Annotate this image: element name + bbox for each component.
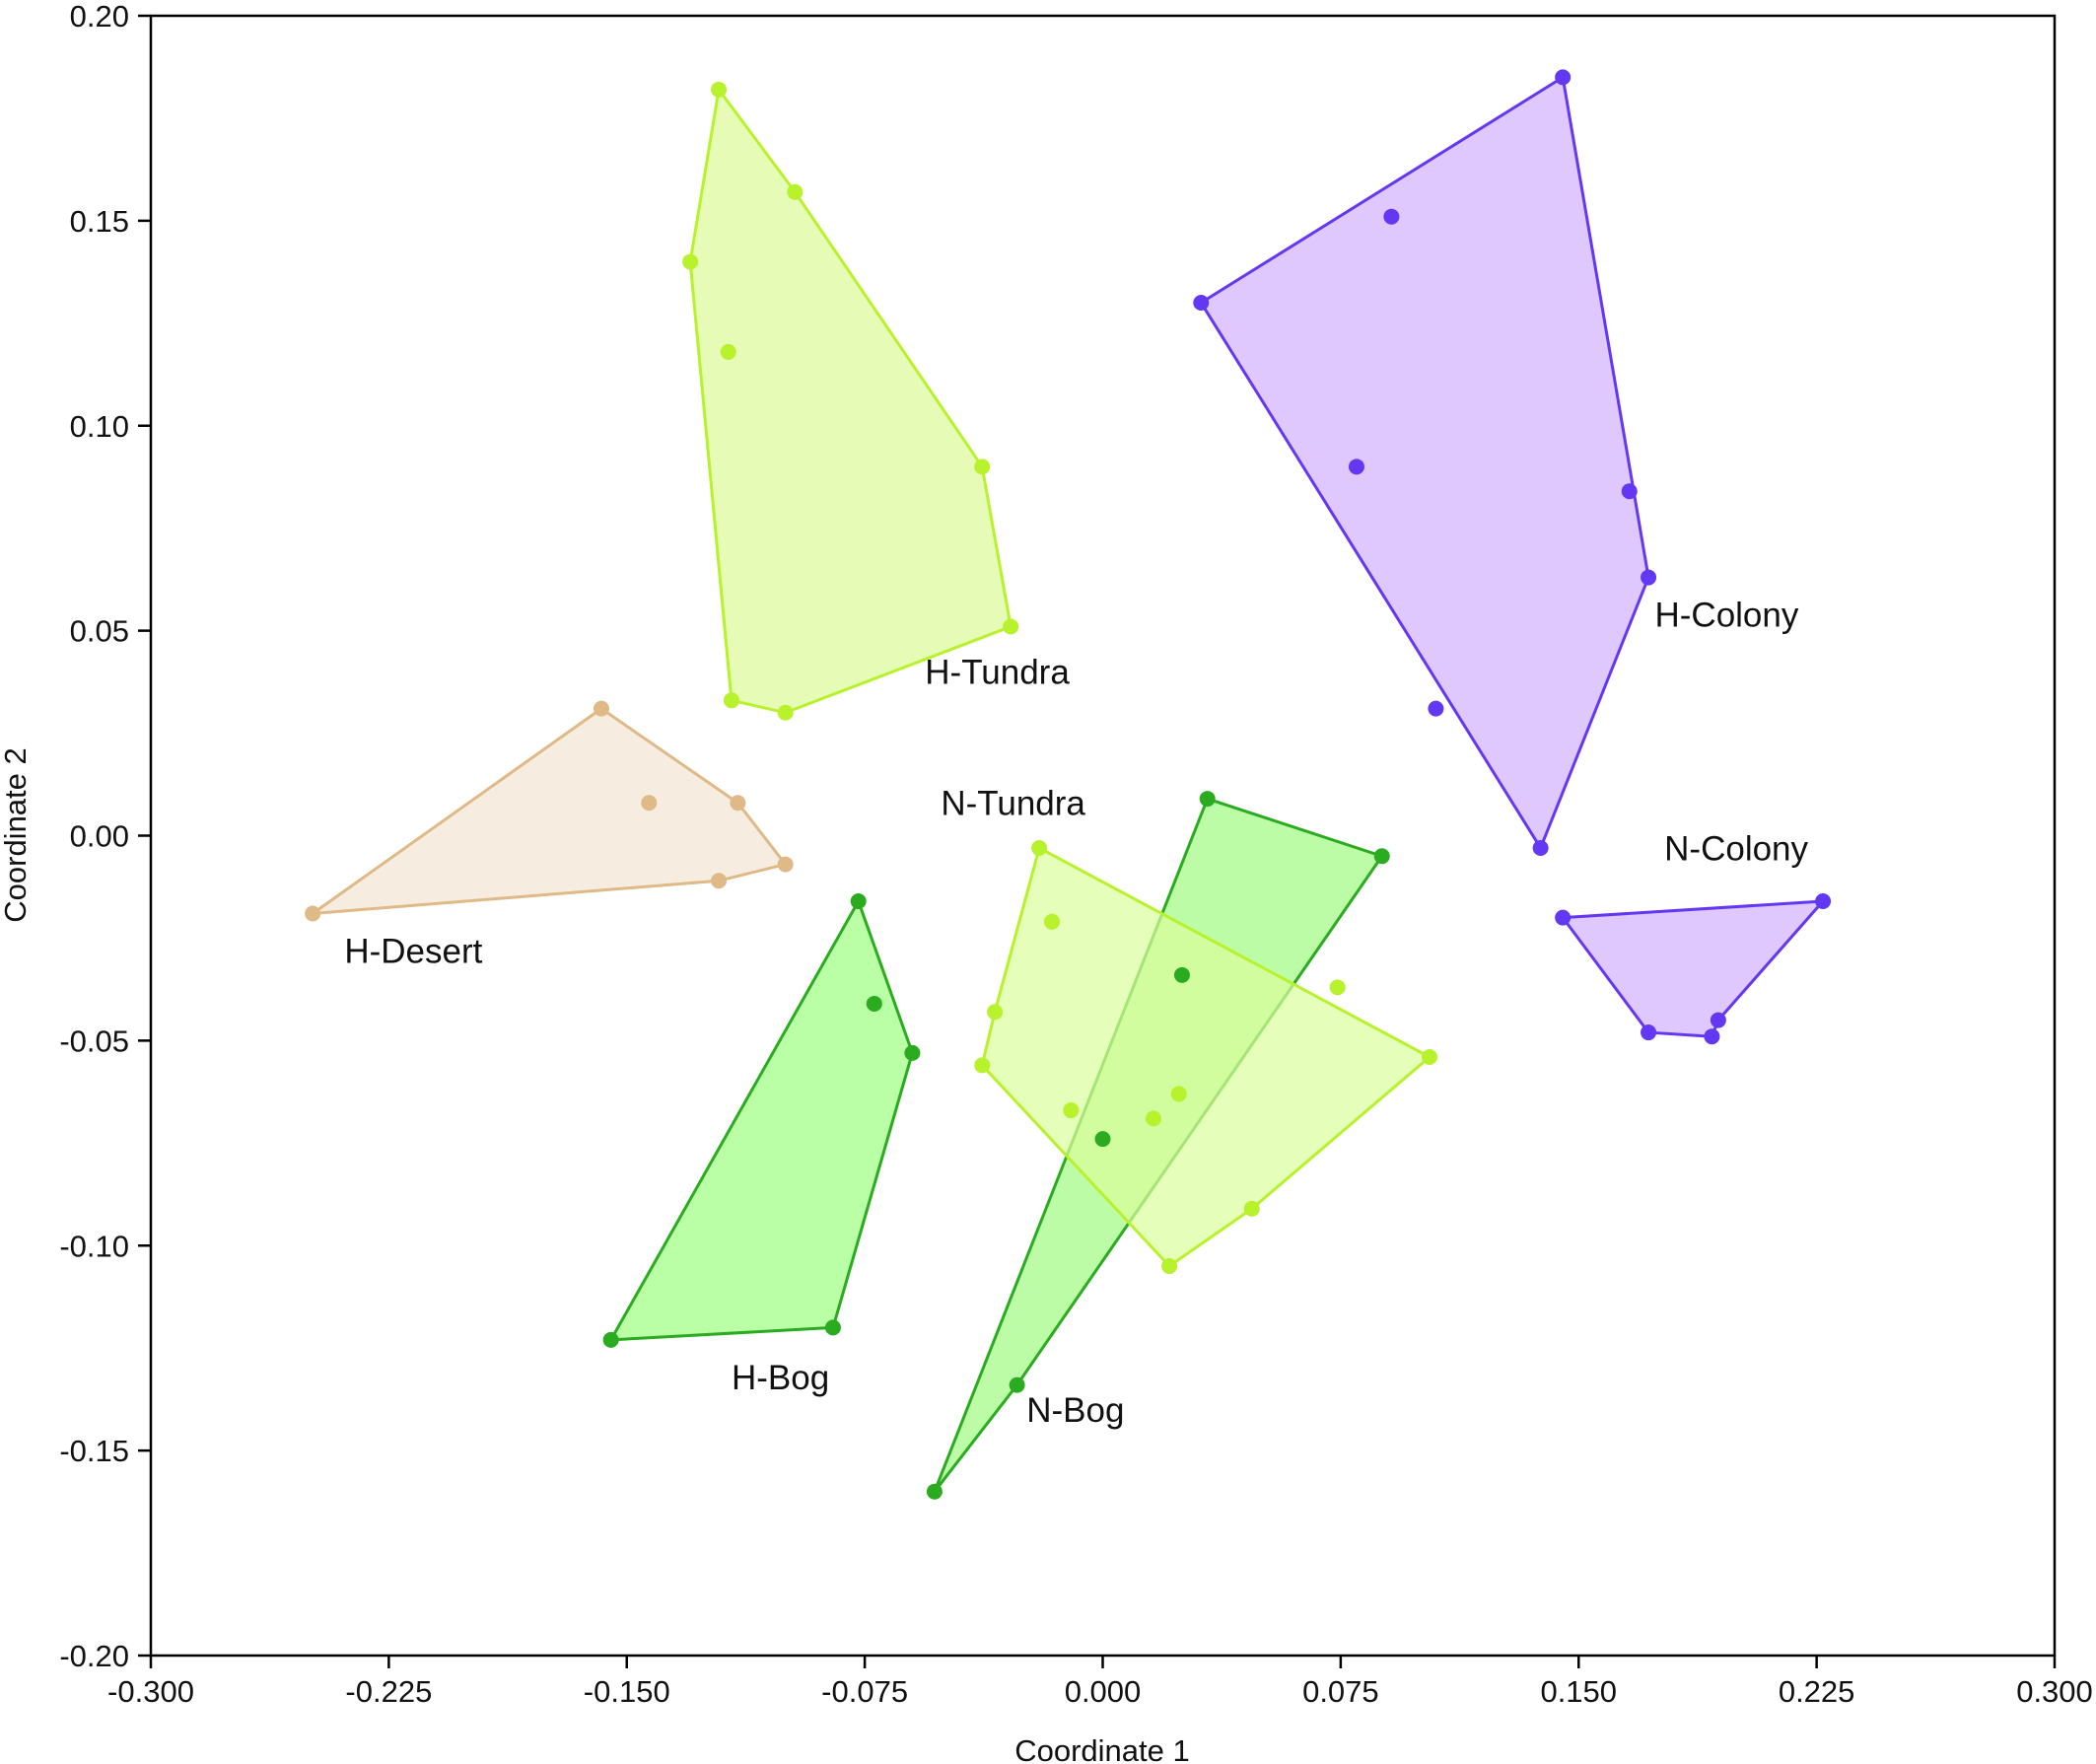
label-n-bog: N-Bog bbox=[1026, 1391, 1124, 1430]
label-n-tundra: N-Tundra bbox=[941, 785, 1085, 823]
point-n-tundra bbox=[1063, 1102, 1080, 1119]
point-h-colony bbox=[1532, 839, 1549, 856]
x-tick-label: 0.000 bbox=[1065, 1674, 1142, 1709]
points-layer bbox=[305, 69, 1832, 1500]
point-h-bog bbox=[602, 1331, 619, 1348]
point-n-tundra bbox=[1243, 1200, 1260, 1217]
y-tick-label: 0.20 bbox=[70, 0, 129, 34]
label-h-desert: H-Desert bbox=[344, 932, 482, 970]
point-h-tundra bbox=[1003, 618, 1019, 635]
x-tick-label: 0.225 bbox=[1779, 1674, 1855, 1709]
point-n-tundra bbox=[987, 1004, 1004, 1021]
point-h-tundra bbox=[682, 253, 699, 270]
point-n-tundra bbox=[1031, 839, 1048, 856]
x-tick-label: 0.075 bbox=[1302, 1674, 1379, 1709]
point-n-colony bbox=[1815, 893, 1832, 910]
x-tick-label: -0.225 bbox=[345, 1674, 432, 1709]
point-h-bog bbox=[824, 1319, 841, 1336]
point-h-tundra bbox=[787, 183, 803, 200]
point-n-colony bbox=[1555, 909, 1572, 926]
point-h-tundra bbox=[777, 704, 794, 721]
x-tick-label: -0.075 bbox=[821, 1674, 908, 1709]
point-n-bog bbox=[1173, 966, 1190, 983]
point-n-tundra bbox=[1161, 1258, 1178, 1275]
label-h-bog: H-Bog bbox=[732, 1359, 829, 1397]
point-h-colony bbox=[1348, 459, 1364, 475]
hull-n-colony bbox=[1561, 899, 1825, 1038]
label-h-tundra: H-Tundra bbox=[925, 654, 1070, 692]
point-h-desert bbox=[730, 795, 746, 811]
point-n-colony bbox=[1641, 1024, 1657, 1041]
point-n-bog bbox=[1009, 1376, 1025, 1393]
point-h-desert bbox=[711, 873, 728, 889]
point-h-bog bbox=[904, 1044, 921, 1061]
annotations-layer: H-Desert H-Tundra H-Colony N-Colony N-Tundra… bbox=[344, 596, 1808, 1430]
point-h-desert bbox=[305, 905, 321, 922]
point-h-colony bbox=[1621, 483, 1638, 500]
point-h-colony bbox=[1641, 569, 1657, 586]
point-h-colony bbox=[1428, 700, 1444, 717]
point-n-bog bbox=[1199, 791, 1216, 808]
y-axis-title: Coordinate 2 bbox=[0, 747, 33, 923]
point-h-tundra bbox=[711, 81, 728, 98]
point-h-bog bbox=[866, 995, 882, 1012]
y-tick-label: 0.15 bbox=[70, 204, 129, 239]
point-h-desert bbox=[641, 795, 658, 811]
y-tick-label: 0.10 bbox=[70, 409, 129, 444]
point-n-bog bbox=[926, 1483, 943, 1500]
y-tick-label: -0.10 bbox=[59, 1229, 129, 1263]
point-n-tundra bbox=[1145, 1110, 1161, 1127]
point-n-tundra bbox=[1044, 913, 1061, 930]
hull-h-bog bbox=[609, 899, 914, 1342]
point-n-bog bbox=[1094, 1131, 1111, 1148]
point-h-bog bbox=[850, 893, 867, 910]
x-tick-label: -0.300 bbox=[107, 1674, 194, 1709]
point-n-tundra bbox=[974, 1057, 991, 1074]
x-tick-label: 0.150 bbox=[1540, 1674, 1617, 1709]
y-tick-label: -0.05 bbox=[59, 1023, 129, 1058]
point-n-colony bbox=[1710, 1012, 1726, 1028]
point-h-desert bbox=[594, 700, 610, 717]
hull-h-desert bbox=[311, 707, 788, 915]
point-h-tundra bbox=[720, 343, 736, 360]
point-h-colony bbox=[1383, 208, 1400, 225]
y-axis: -0.20 -0.15 -0.10 -0.05 0.00 0.05 0.10 0.15 0.20 bbox=[59, 0, 151, 1673]
x-tick-label: -0.150 bbox=[584, 1674, 670, 1709]
point-n-tundra bbox=[1329, 979, 1346, 996]
point-n-tundra bbox=[1421, 1049, 1437, 1066]
y-tick-label: 0.05 bbox=[70, 614, 129, 649]
hulls-layer bbox=[311, 75, 1825, 1494]
point-n-colony bbox=[1704, 1028, 1720, 1045]
x-axis-title: Coordinate 1 bbox=[1014, 1733, 1190, 1764]
point-h-colony bbox=[1193, 295, 1210, 312]
point-h-desert bbox=[777, 856, 794, 873]
point-h-tundra bbox=[974, 459, 991, 475]
point-n-tundra bbox=[1170, 1086, 1187, 1102]
hull-h-tundra bbox=[688, 88, 1013, 715]
point-n-bog bbox=[1373, 848, 1390, 865]
x-tick-label: 0.300 bbox=[2016, 1674, 2093, 1709]
point-h-tundra bbox=[723, 692, 739, 709]
label-h-colony: H-Colony bbox=[1654, 596, 1798, 634]
y-tick-label: -0.20 bbox=[59, 1639, 129, 1673]
x-axis: -0.300 -0.225 -0.150 -0.075 0.000 0.075 0.150 0… bbox=[107, 1656, 2093, 1709]
y-tick-label: -0.15 bbox=[59, 1434, 129, 1468]
y-tick-label: 0.00 bbox=[70, 819, 129, 854]
label-n-colony: N-Colony bbox=[1664, 829, 1808, 868]
hull-h-colony bbox=[1199, 75, 1650, 850]
point-h-colony bbox=[1555, 69, 1572, 86]
